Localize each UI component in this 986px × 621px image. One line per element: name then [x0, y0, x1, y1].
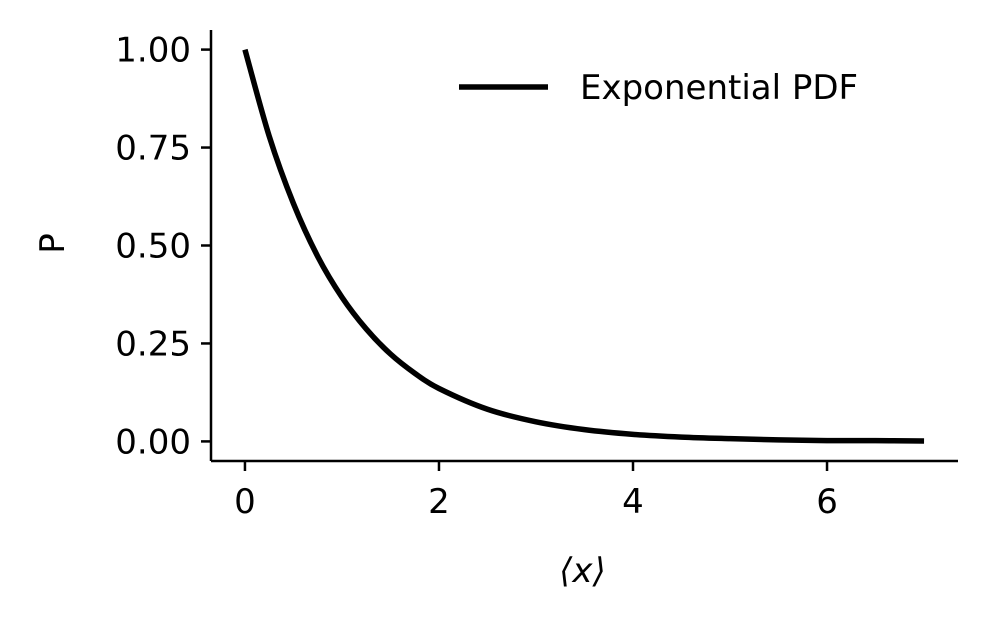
series-line-exponential-pdf [242, 48, 925, 444]
legend-label: Exponential PDF [580, 68, 858, 108]
series-layer [242, 48, 925, 444]
ticks-layer: 0 2 4 6 0.00 0.25 0.50 0.75 1.00 [115, 31, 838, 522]
y-tick-label: 1.00 [115, 31, 191, 71]
y-tick-label: 0.50 [115, 227, 191, 267]
axis-labels: ⟨x⟩ P [33, 233, 606, 591]
x-axis-label: ⟨x⟩ [559, 551, 606, 591]
y-tick-label: 0.25 [115, 324, 191, 364]
y-tick-label: 0.75 [115, 129, 191, 169]
x-tick-label: 4 [622, 482, 644, 522]
y-axis-label: P [33, 233, 73, 254]
x-tick-label: 0 [234, 482, 256, 522]
x-tick-label: 2 [428, 482, 450, 522]
y-tick-label: 0.00 [115, 422, 191, 462]
x-tick-label: 6 [816, 482, 838, 522]
legend: Exponential PDF [459, 68, 858, 108]
